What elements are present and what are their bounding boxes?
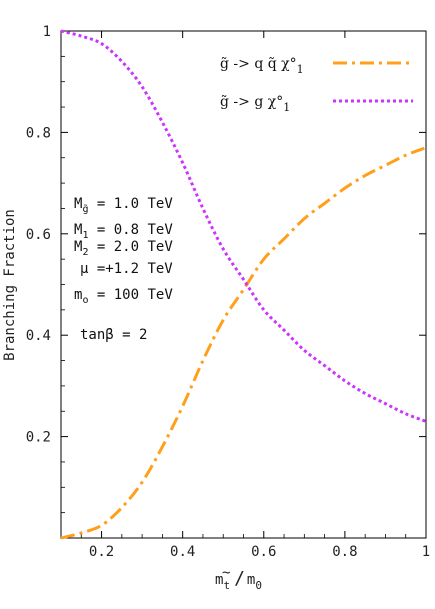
- series-line-g-chi: [60, 29, 427, 423]
- y-axis-label: Branching Fraction: [2, 209, 18, 361]
- parameter-line: M2 = 2.0 TeV: [74, 239, 173, 258]
- series-line-qq-chi: [60, 146, 427, 540]
- legend: g̃ -> q q̃ χ°1 g̃ -> g χ°1: [220, 56, 413, 114]
- x-tick-label: 0.2: [89, 544, 114, 560]
- x-tick-label: 0.8: [332, 544, 357, 560]
- x-label-den: m: [247, 572, 255, 588]
- y-tick-label: 0.8: [26, 125, 51, 141]
- legend-label: g̃ -> q q̃ χ°1: [220, 56, 304, 76]
- x-label-den-sub: 0: [255, 579, 262, 592]
- parameter-line: mo = 100 TeV: [74, 287, 173, 306]
- parameter-line: tanβ = 2: [80, 327, 147, 343]
- y-tick-label: 0.2: [26, 430, 51, 446]
- x-tick-label: 0.4: [170, 544, 195, 560]
- x-label-num-sub: t: [223, 579, 230, 592]
- x-axis: 0.2 0.4 0.6 0.8 1: [80, 31, 430, 560]
- series-group: [60, 29, 427, 540]
- x-axis-label: mt / m0: [215, 568, 262, 592]
- legend-label: g̃ -> g χ°1: [220, 94, 290, 114]
- x-label-tilde: ~: [222, 565, 230, 581]
- y-axis: 0.2 0.4 0.6 0.8 1: [26, 24, 426, 514]
- y-tick-label: 1: [43, 24, 51, 40]
- parameter-line: M1 = 0.8 TeV: [74, 222, 173, 241]
- x-tick-label: 0.6: [251, 544, 276, 560]
- y-tick-label: 0.4: [26, 328, 51, 344]
- x-tick-label: 1: [422, 544, 430, 560]
- parameter-line: μ =+1.2 TeV: [80, 261, 173, 277]
- x-label-slash: /: [234, 568, 245, 589]
- y-tick-label: 0.6: [26, 227, 51, 243]
- parameter-line: Mg̃ = 1.0 TeV: [74, 196, 173, 215]
- x-label-num: m: [215, 572, 223, 588]
